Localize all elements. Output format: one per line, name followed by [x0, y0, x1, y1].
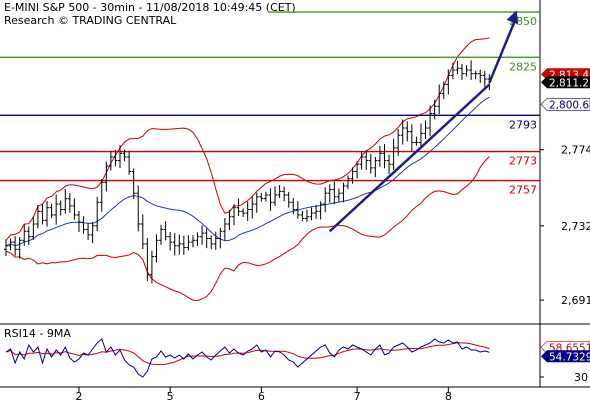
trend-line — [328, 83, 491, 233]
price-tag-label: 2,811.25 — [549, 77, 590, 89]
level-label-2773: 2773 — [509, 155, 537, 168]
rsi-value-tag-label: 54.7329 — [549, 351, 590, 363]
rsi-ma-line — [5, 342, 490, 366]
x-tick-label: 8 — [445, 390, 452, 400]
price-tag-label: 2,800.64 — [549, 99, 590, 111]
projection-arrow-shaft — [488, 15, 518, 84]
rsi-panel-title: RSI14 - 9MA — [4, 327, 71, 340]
level-label-2825: 2825 — [509, 60, 537, 73]
chart-source: Research © TRADING CENTRAL — [4, 14, 177, 27]
bollinger-upper — [5, 37, 490, 241]
bollinger-lower — [5, 156, 490, 302]
x-tick-label: 6 — [258, 390, 265, 400]
rsi-value-tag — [541, 350, 590, 363]
moving-average-line — [5, 96, 490, 247]
x-tick-label: 7 — [354, 390, 361, 400]
price-tag-moving-average — [540, 98, 590, 111]
y-tick-label: 2,732 — [561, 220, 590, 233]
rsi-tick-label: 30 — [574, 371, 588, 384]
price-tag-current — [541, 76, 590, 89]
x-tick-label: 2 — [75, 390, 82, 400]
projection-arrow-head — [506, 10, 518, 25]
chart-title: E-MINI S&P 500 - 30min - 11/08/2018 10:4… — [4, 1, 296, 14]
y-tick-label: 2,774 — [561, 144, 590, 157]
level-label-2793: 2793 — [509, 118, 537, 131]
rsi-line — [5, 338, 490, 378]
x-tick-label: 5 — [167, 390, 174, 400]
y-tick-label: 2,691 — [561, 294, 590, 307]
level-label-2757: 2757 — [509, 184, 537, 197]
